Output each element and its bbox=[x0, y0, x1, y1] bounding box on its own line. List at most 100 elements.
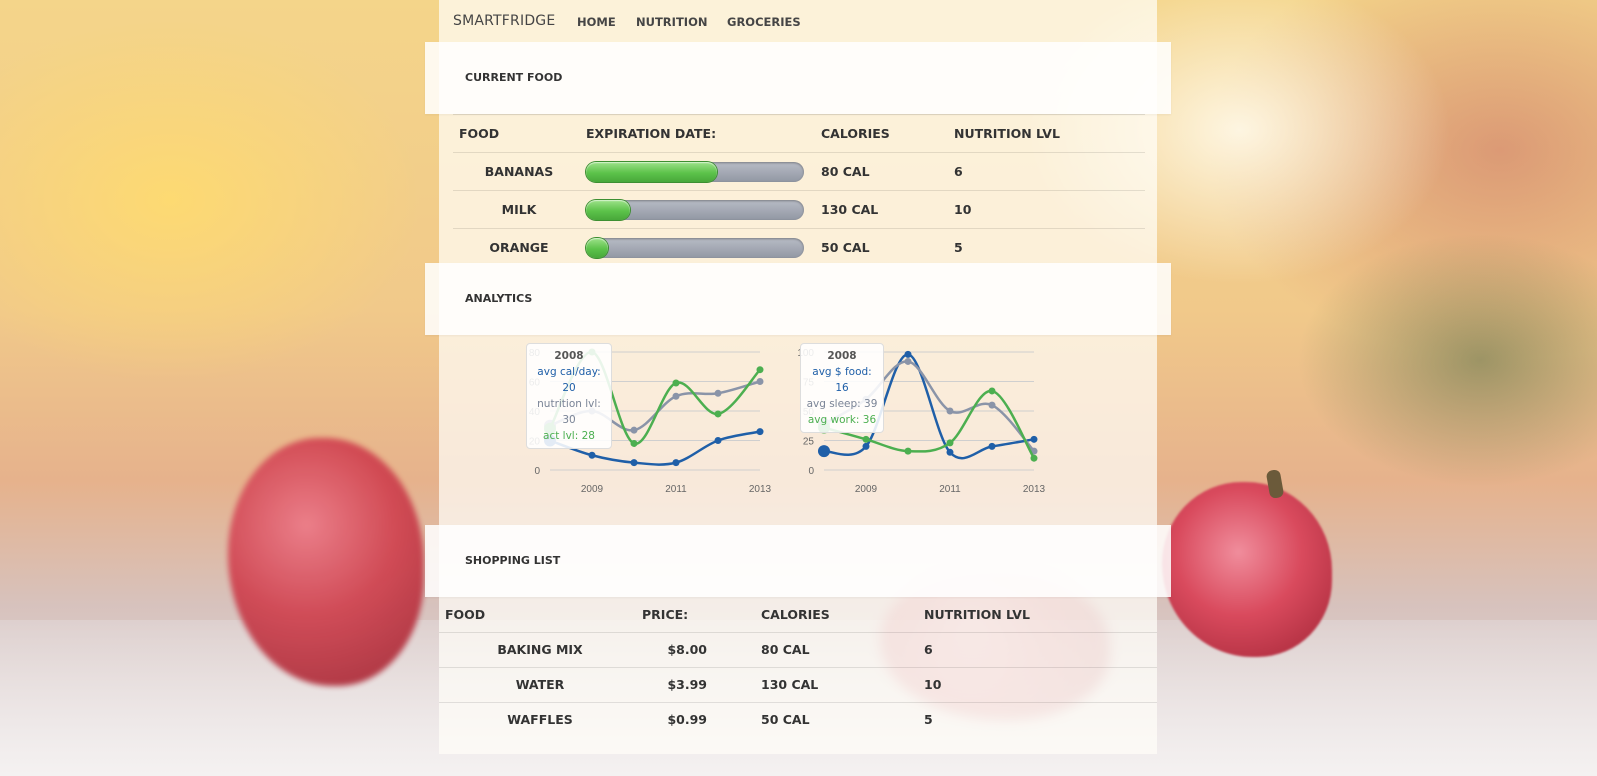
current-food-header-panel: CURRENT FOOD bbox=[425, 42, 1171, 114]
expiration-progress-fill bbox=[586, 237, 608, 258]
food-calories: 80 CAL bbox=[821, 164, 870, 179]
data-point[interactable] bbox=[946, 407, 954, 415]
expiration-progress-bar bbox=[586, 161, 804, 182]
table-row[interactable]: WATER $3.99 130 CAL 10 bbox=[439, 667, 1157, 702]
x-tick-label: 2011 bbox=[939, 484, 961, 495]
data-point[interactable] bbox=[988, 401, 996, 409]
food-nutrition: 10 bbox=[954, 202, 972, 217]
column-header-food: FOOD bbox=[459, 126, 500, 141]
data-point[interactable] bbox=[672, 392, 680, 400]
y-tick-label: 0 bbox=[534, 466, 540, 477]
food-nutrition: 5 bbox=[954, 240, 963, 256]
expiration-progress-fill bbox=[586, 161, 717, 182]
table-row[interactable]: WAFFLES $0.99 50 CAL 5 bbox=[439, 702, 1157, 737]
nav-home-link[interactable]: HOME bbox=[577, 15, 616, 29]
chart-tooltip-right: 2008 avg $ food: 16 avg sleep: 39 avg wo… bbox=[800, 343, 884, 433]
x-tick-label: 2009 bbox=[855, 484, 878, 495]
table-header-row: FOOD PRICE: CALORIES NUTRITION LVL bbox=[439, 597, 1157, 632]
data-point[interactable] bbox=[862, 435, 870, 443]
tooltip-title: 2008 bbox=[827, 350, 857, 362]
x-tick-label: 2013 bbox=[749, 484, 772, 495]
data-point[interactable] bbox=[904, 447, 912, 455]
data-point[interactable] bbox=[904, 350, 912, 358]
series-line bbox=[549, 430, 761, 466]
data-point[interactable] bbox=[756, 428, 764, 436]
data-point[interactable] bbox=[1030, 435, 1038, 443]
analytics-header-panel: ANALYTICS bbox=[425, 263, 1171, 335]
tooltip-line: avg cal/day: 20 bbox=[537, 366, 601, 394]
data-point[interactable] bbox=[588, 451, 596, 459]
data-point[interactable] bbox=[1030, 454, 1038, 462]
nav-groceries-link[interactable]: GROCERIES bbox=[727, 15, 801, 29]
item-price: $0.99 bbox=[667, 712, 707, 728]
food-name: BANANAS bbox=[484, 164, 554, 179]
data-point[interactable] bbox=[818, 445, 830, 458]
data-point[interactable] bbox=[862, 442, 870, 450]
x-tick-label: 2011 bbox=[665, 484, 687, 495]
food-calories: 50 CAL bbox=[821, 240, 870, 256]
item-calories: 50 CAL bbox=[761, 712, 810, 728]
data-point[interactable] bbox=[672, 459, 680, 467]
item-calories: 80 CAL bbox=[761, 642, 810, 657]
item-calories: 130 CAL bbox=[761, 677, 819, 692]
data-point[interactable] bbox=[672, 379, 680, 387]
tooltip-line: avg work: 36 bbox=[807, 414, 877, 426]
column-header-calories: CALORIES bbox=[821, 126, 890, 141]
data-point[interactable] bbox=[946, 448, 954, 456]
brand-logo[interactable]: SMARTFRIDGE bbox=[453, 13, 556, 29]
analytics-title: ANALYTICS bbox=[465, 292, 533, 305]
data-point[interactable] bbox=[756, 378, 764, 385]
expiration-cell bbox=[580, 229, 815, 267]
x-tick-label: 2009 bbox=[581, 484, 604, 495]
data-point[interactable] bbox=[904, 357, 912, 365]
column-header-expiration: EXPIRATION DATE: bbox=[586, 126, 717, 141]
expiration-progress-bar bbox=[586, 237, 804, 258]
data-point[interactable] bbox=[988, 387, 996, 395]
nav-nutrition-link[interactable]: NUTRITION bbox=[636, 15, 708, 29]
item-nutrition: 6 bbox=[924, 642, 933, 657]
column-header-calories: CALORIES bbox=[761, 606, 830, 622]
y-tick-label: 0 bbox=[808, 466, 814, 477]
data-point[interactable] bbox=[988, 442, 996, 450]
item-nutrition: 5 bbox=[924, 712, 933, 728]
shopping-list-header-panel: SHOPPING LIST bbox=[425, 525, 1171, 597]
tooltip-title: 2008 bbox=[554, 350, 584, 362]
data-point[interactable] bbox=[630, 426, 638, 434]
item-price: $3.99 bbox=[667, 677, 707, 692]
food-name: MILK bbox=[501, 202, 537, 217]
top-nav: SMARTFRIDGE HOME NUTRITION GROCERIES bbox=[439, 0, 1157, 42]
expiration-progress-fill bbox=[586, 199, 630, 220]
column-header-food: FOOD bbox=[445, 606, 486, 622]
column-header-nutrition: NUTRITION LVL bbox=[954, 126, 1060, 141]
current-food-title: CURRENT FOOD bbox=[465, 71, 563, 84]
table-row: BANANAS 80 CAL 6 bbox=[453, 152, 1145, 191]
background-raspberry-left bbox=[228, 438, 424, 686]
item-price: $8.00 bbox=[667, 642, 707, 657]
food-nutrition: 6 bbox=[954, 164, 963, 179]
tooltip-line: act lvl: 28 bbox=[543, 430, 595, 442]
data-point[interactable] bbox=[714, 389, 722, 397]
table-row[interactable]: BAKING MIX $8.00 80 CAL 6 bbox=[439, 632, 1157, 667]
tooltip-line: nutrition lvl: 30 bbox=[537, 398, 601, 426]
current-food-table: FOOD EXPIRATION DATE: CALORIES NUTRITION… bbox=[453, 114, 1145, 267]
expiration-cell bbox=[580, 153, 815, 191]
item-name: WATER bbox=[515, 677, 565, 692]
data-point[interactable] bbox=[714, 410, 722, 418]
shopping-list-table: FOOD PRICE: CALORIES NUTRITION LVL BAKIN… bbox=[439, 597, 1157, 737]
chart-tooltip-left: 2008 avg cal/day: 20 nutrition lvl: 30 a… bbox=[526, 343, 612, 449]
item-name: WAFFLES bbox=[507, 712, 573, 728]
data-point[interactable] bbox=[756, 366, 764, 374]
data-point[interactable] bbox=[630, 439, 638, 447]
data-point[interactable] bbox=[714, 437, 722, 444]
column-header-nutrition: NUTRITION LVL bbox=[924, 606, 1030, 622]
expiration-progress-bar bbox=[586, 199, 804, 220]
table-row: ORANGE 50 CAL 5 bbox=[453, 228, 1145, 267]
tooltip-line: avg $ food: 16 bbox=[812, 366, 872, 394]
column-header-price: PRICE: bbox=[642, 606, 689, 622]
tooltip-line: avg sleep: 39 bbox=[806, 398, 878, 410]
food-name: ORANGE bbox=[489, 240, 549, 256]
y-tick-label: 25 bbox=[803, 437, 815, 448]
data-point[interactable] bbox=[630, 459, 638, 467]
data-point[interactable] bbox=[946, 439, 954, 447]
expiration-cell bbox=[580, 191, 815, 229]
